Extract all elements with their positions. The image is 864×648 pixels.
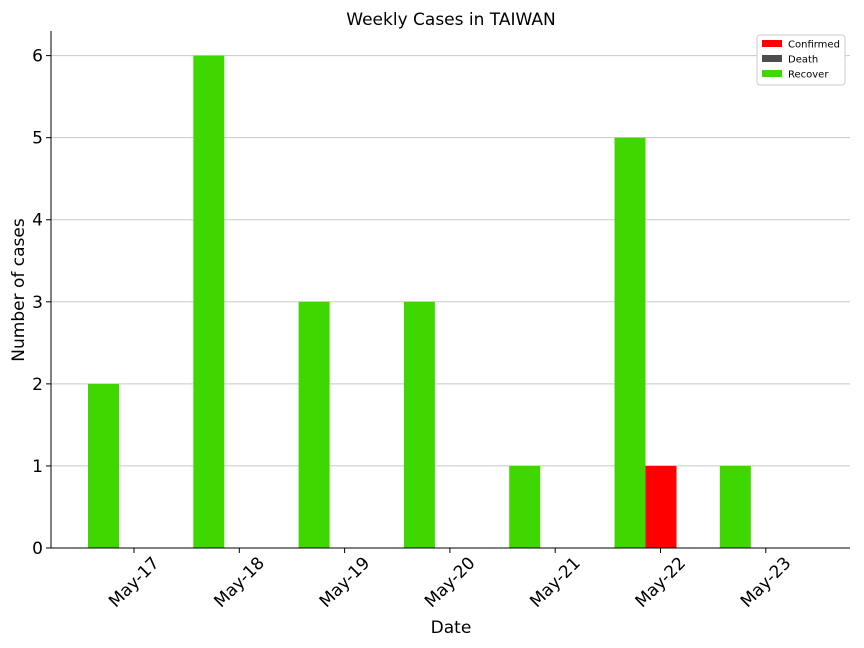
bar-recover-may-20 — [403, 301, 435, 548]
x-tick-label: May-19 — [316, 553, 374, 611]
y-tick-label: 4 — [32, 211, 43, 231]
chart-title: Weekly Cases in TAIWAN — [346, 10, 555, 30]
bar-confirmed-may-22 — [645, 465, 677, 548]
y-tick-label: 6 — [32, 47, 43, 67]
y-tick-label: 0 — [32, 539, 43, 559]
y-tick-label: 5 — [32, 129, 43, 149]
legend-swatch-death — [762, 55, 782, 62]
y-tick-label: 1 — [32, 457, 43, 477]
grid-lines — [51, 55, 850, 467]
bars — [88, 55, 751, 548]
legend-label-confirmed: Confirmed — [788, 40, 840, 51]
x-tick-label: May-21 — [526, 553, 584, 611]
x-tick-label: May-23 — [737, 553, 795, 611]
legend: Confirmed Death Recover — [756, 34, 846, 86]
y-tick-label: 2 — [32, 375, 43, 395]
legend-swatch-recover — [762, 70, 782, 77]
legend-label-death: Death — [788, 55, 818, 66]
x-axis-label: Date — [431, 618, 472, 638]
axes — [50, 31, 850, 549]
legend-swatch-confirmed — [762, 40, 782, 47]
y-ticks: 0 1 2 3 4 5 6 — [32, 47, 51, 559]
y-tick-label: 3 — [32, 293, 43, 313]
bar-recover-may-21 — [509, 465, 541, 548]
x-tick-label: May-20 — [421, 553, 479, 611]
bar-recover-may-23 — [719, 465, 751, 548]
legend-label-recover: Recover — [788, 70, 829, 81]
bar-recover-may-18 — [193, 55, 225, 548]
x-tick-label: May-17 — [105, 553, 163, 611]
x-tick-label: May-18 — [210, 553, 268, 611]
y-axis-label: Number of cases — [9, 218, 29, 362]
x-ticks: May-17 May-18 May-19 May-20 May-21 May-22 May-… — [105, 548, 795, 612]
x-tick-label: May-22 — [632, 553, 690, 611]
bar-recover-may-19 — [298, 301, 330, 548]
bar-recover-may-22 — [614, 137, 646, 548]
bar-recover-may-17 — [88, 383, 119, 548]
